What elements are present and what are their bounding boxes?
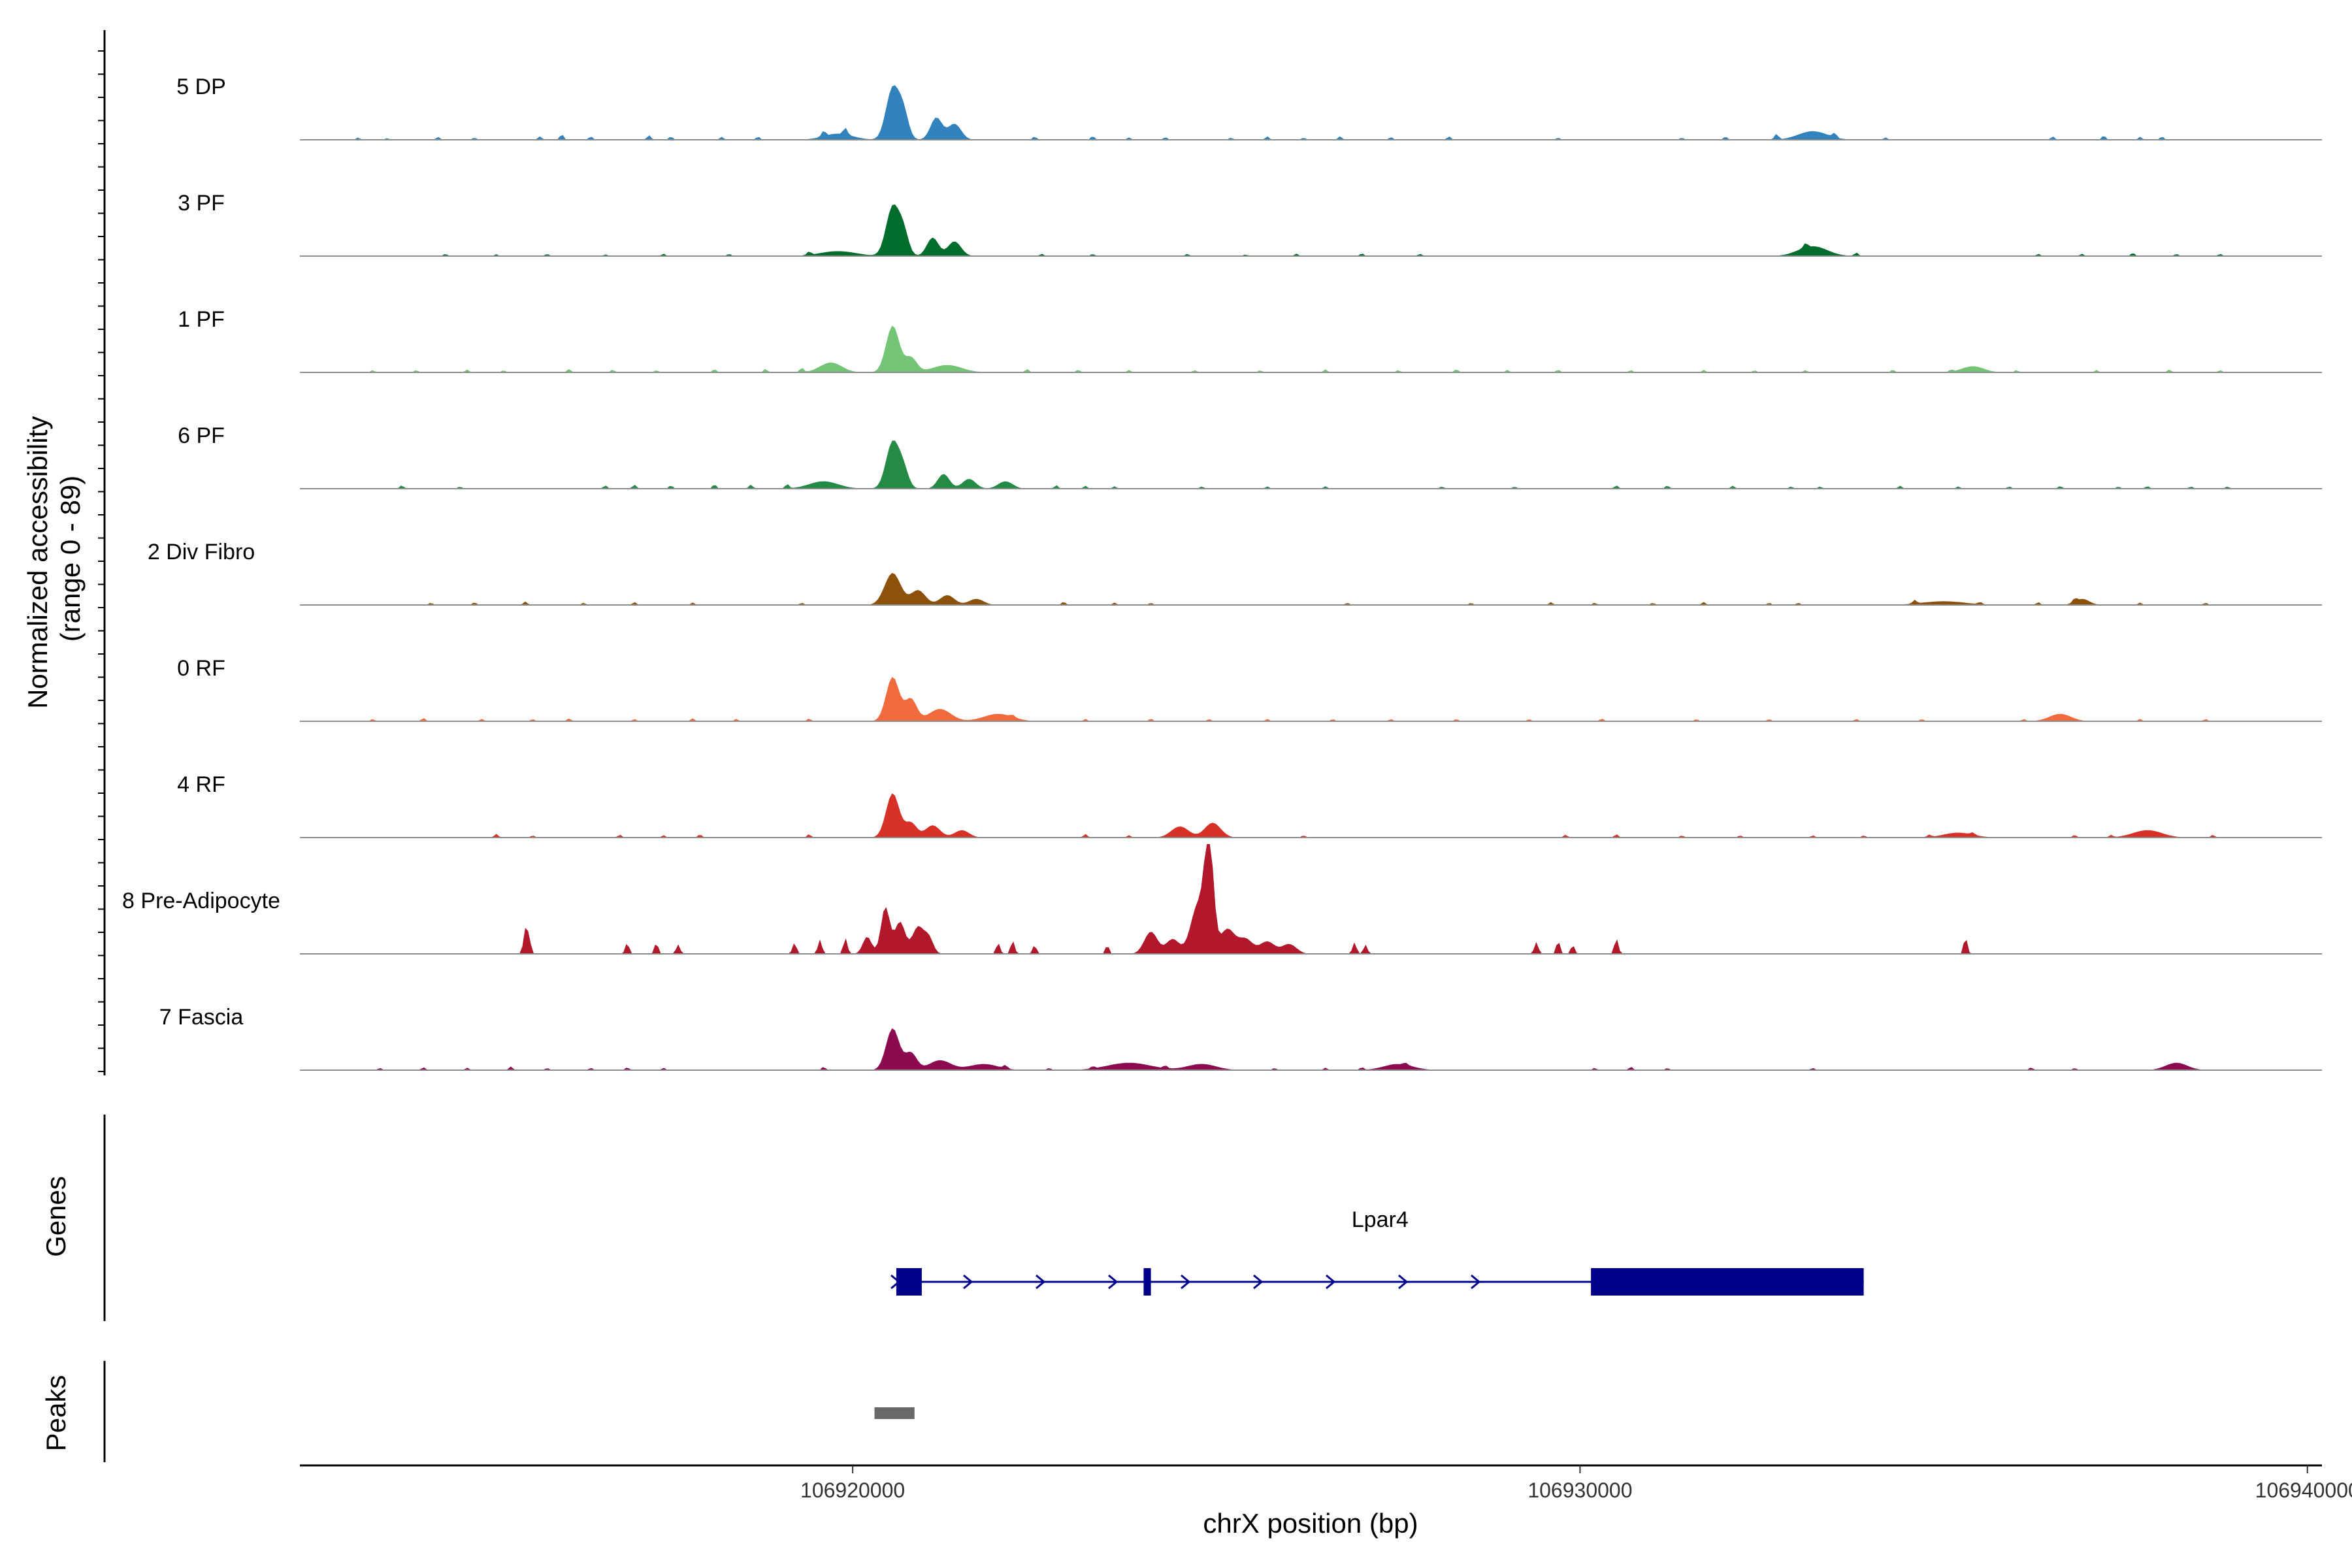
gene-exon xyxy=(896,1268,922,1296)
track-9: 7 Fascia xyxy=(159,1005,2322,1071)
track-label: 5 DP xyxy=(176,74,226,99)
strand-arrow xyxy=(963,1274,973,1290)
track-6: 0 RF xyxy=(177,656,2322,722)
track-label: 7 Fascia xyxy=(159,1005,244,1030)
x-tick-label: 106920000 xyxy=(800,1478,905,1502)
strand-arrow xyxy=(1398,1274,1409,1290)
track-label: 0 RF xyxy=(177,656,225,681)
left-y-axis xyxy=(98,30,106,1075)
track-8: 8 Pre-Adipocyte xyxy=(122,844,2322,955)
coverage-area xyxy=(300,1028,2322,1070)
x-tick-label: 106930000 xyxy=(1527,1478,1632,1502)
coverage-area xyxy=(300,844,2322,954)
coverage-tracks: 5 DP 3 PF 1 PF 6 PF 2 Div Fibro 0 RF 4 RF 8 Pre… xyxy=(122,74,2322,1071)
track-label: 6 PF xyxy=(178,423,225,448)
coverage-area xyxy=(300,440,2322,489)
peaks-track-label: Peaks xyxy=(41,1375,71,1452)
track-label: 4 RF xyxy=(177,772,225,797)
gene-model: Lpar4 xyxy=(890,1207,1864,1296)
strand-arrow xyxy=(1036,1274,1046,1290)
x-tick-label: 106940000 xyxy=(2255,1478,2352,1502)
track-4: 6 PF xyxy=(178,423,2322,489)
strand-arrow xyxy=(1108,1274,1119,1290)
track-3: 1 PF xyxy=(178,307,2322,373)
genes-track-label: Genes xyxy=(41,1176,71,1257)
coverage-area xyxy=(300,573,2322,605)
track-label: 3 PF xyxy=(178,191,225,216)
strand-arrow xyxy=(1326,1274,1336,1290)
track-label: 2 Div Fibro xyxy=(148,540,255,564)
track-7: 4 RF xyxy=(177,772,2322,838)
x-axis: 106920000 106930000 106940000 chrX positio… xyxy=(300,1464,2352,1539)
peak-regions xyxy=(874,1407,915,1419)
peak-region xyxy=(874,1407,915,1419)
gene-exon xyxy=(1143,1268,1151,1296)
x-axis-title: chrX position (bp) xyxy=(1203,1508,1418,1539)
coverage-area xyxy=(300,204,2322,256)
strand-arrow xyxy=(1253,1274,1264,1290)
track-label: 8 Pre-Adipocyte xyxy=(122,889,280,913)
track-label: 1 PF xyxy=(178,307,225,332)
gene-name: Lpar4 xyxy=(1352,1207,1409,1232)
track-2: 3 PF xyxy=(178,191,2322,257)
coverage-area xyxy=(300,793,2322,838)
coverage-area xyxy=(300,677,2322,721)
genes-panel: Genes Lpar4 xyxy=(41,1115,1864,1321)
y-axis-title: Normalized accessibility (range 0 - 89) xyxy=(22,408,86,709)
track-5: 2 Div Fibro xyxy=(148,540,2322,606)
gene-exon xyxy=(1591,1268,1864,1296)
peaks-panel: Peaks xyxy=(41,1361,915,1462)
track-1: 5 DP xyxy=(176,74,2322,140)
strand-arrow xyxy=(1471,1274,1481,1290)
coverage-area xyxy=(300,325,2322,372)
strand-arrow xyxy=(1181,1274,1191,1290)
coverage-area xyxy=(300,85,2322,140)
